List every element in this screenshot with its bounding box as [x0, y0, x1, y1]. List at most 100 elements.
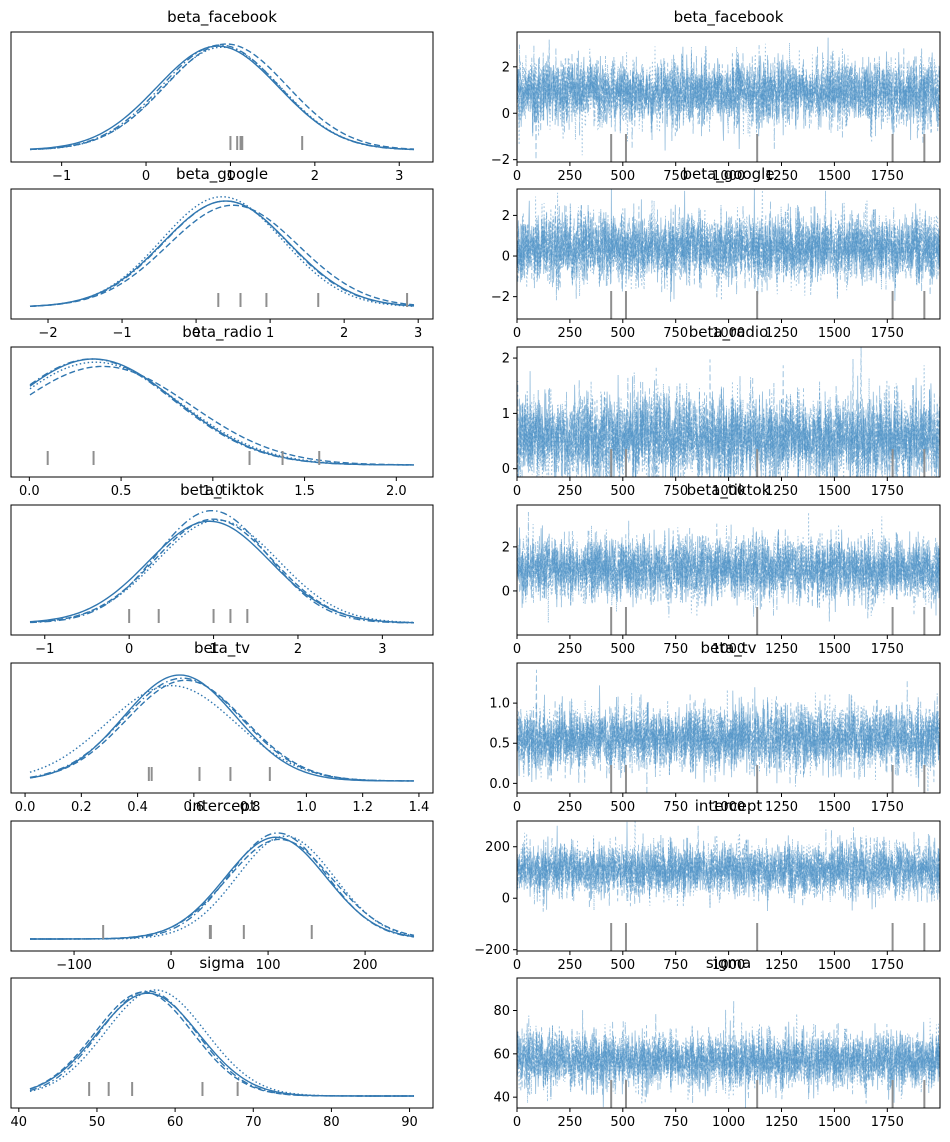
trace-beta-facebook-panel: 0 250 500 750 1000 1250 1500 1750−202beta_faceb… — [491, 8, 941, 184]
trace-beta-radio-ytick-label: 2 — [502, 352, 510, 367]
trace-beta-facebook-xtick-label: 500 — [610, 169, 635, 184]
density-sigma-xtick-label: 40 — [11, 1115, 28, 1130]
trace-beta-tv-ytick-label: 1.0 — [489, 697, 510, 712]
trace-beta-radio-xtick-label: 750 — [663, 484, 688, 499]
trace-beta-google-xtick-label: 1750 — [871, 326, 904, 341]
density-beta-tv-xtick-label: 1.4 — [409, 800, 430, 815]
density-sigma-frame — [10, 977, 434, 1109]
trace-beta-tv-ytick-label: 0.5 — [489, 737, 510, 752]
trace-beta-tiktok-xtick-label: 250 — [557, 642, 582, 657]
density-beta-tiktok-panel: −1 0 1 2 3 beta_tiktok — [10, 481, 434, 657]
trace-sigma-xtick-label: 750 — [663, 1115, 688, 1130]
density-beta-facebook-chain-2 — [29, 46, 415, 151]
density-beta-radio-xtick-label: 2.0 — [386, 484, 407, 499]
trace-sigma-ytick-label: 40 — [493, 1091, 510, 1106]
trace-beta-google-ytick-label: 2 — [502, 209, 510, 224]
trace-beta-radio-title: beta_radio — [689, 323, 769, 342]
trace-beta-radio-ytick-label: 0 — [502, 462, 510, 477]
trace-beta-tv-ytick-label: 0.0 — [489, 777, 510, 792]
trace-beta-tv-xtick-label: 0 — [513, 800, 521, 815]
density-beta-tiktok-title: beta_tiktok — [180, 481, 264, 500]
density-beta-google-chain-2 — [29, 196, 415, 307]
trace-beta-tiktok-xtick-label: 750 — [663, 642, 688, 657]
trace-intercept-xtick-label: 250 — [557, 958, 582, 973]
trace-beta-radio-xtick-label: 1500 — [818, 484, 851, 499]
density-sigma-chain-2 — [29, 989, 415, 1097]
density-sigma-panel: 40 50 60 70 80 90 sigma — [10, 954, 434, 1130]
trace-sigma-ytick-label: 80 — [493, 1004, 510, 1019]
density-beta-tv-panel: 0.0 0.2 0.4 0.6 0.8 1.0 1.2 1.4 beta_tv — [10, 639, 434, 815]
trace-beta-google-xtick-label: 1000 — [712, 326, 745, 341]
trace-beta-tiktok-xtick-label: 500 — [610, 642, 635, 657]
density-beta-tv-xtick-label: 0.6 — [184, 800, 205, 815]
trace-beta-radio-xtick-label: 500 — [610, 484, 635, 499]
trace-beta-tiktok-xtick-label: 1250 — [765, 642, 798, 657]
density-beta-radio-title: beta_radio — [182, 323, 262, 342]
trace-beta-tiktok-xtick-label: 1000 — [712, 642, 745, 657]
density-beta-tiktok-chain-2 — [29, 519, 415, 624]
trace-beta-google-ytick-label: 0 — [502, 250, 510, 265]
trace-beta-google-chain-3 — [517, 203, 940, 299]
density-sigma-xtick-label: 70 — [245, 1115, 262, 1130]
density-intercept-chain-3 — [29, 832, 415, 940]
trace-intercept-title: intercept — [695, 797, 763, 815]
trace-beta-tiktok-xtick-label: 1500 — [818, 642, 851, 657]
trace-beta-google-xtick-label: 0 — [513, 326, 521, 341]
trace-beta-google-xtick-label: 1500 — [818, 326, 851, 341]
trace-beta-facebook-title: beta_facebook — [674, 8, 784, 27]
density-beta-radio-chain-3 — [29, 358, 415, 466]
trace-beta-facebook-xtick-label: 1000 — [712, 169, 745, 184]
density-intercept-title: intercept — [188, 797, 256, 815]
density-beta-radio-xtick-label: 0.0 — [19, 484, 40, 499]
density-beta-google-xtick-label: 0 — [192, 326, 200, 341]
density-beta-tiktok-xtick-label: 1 — [209, 642, 217, 657]
trace-beta-tiktok-ytick-label: 0 — [502, 584, 510, 599]
density-beta-tv-frame — [10, 662, 434, 794]
density-sigma-chain-0 — [29, 992, 415, 1097]
density-beta-facebook-frame — [10, 31, 434, 163]
trace-beta-facebook-ytick-label: 2 — [502, 60, 510, 75]
trace-sigma-chain-3 — [517, 999, 940, 1103]
trace-beta-tv-panel: 0 250 500 750 1000 1250 1500 1750 0.0 0.5 1.0 beta_… — [489, 639, 941, 815]
trace-beta-radio-xtick-label: 1250 — [765, 484, 798, 499]
density-beta-facebook-title: beta_facebook — [167, 8, 277, 27]
density-sigma-chain-3 — [29, 990, 415, 1097]
trace-intercept-xtick-label: 1250 — [765, 958, 798, 973]
trace-intercept-xtick-label: 500 — [610, 958, 635, 973]
density-beta-google-xtick-label: −1 — [112, 326, 131, 341]
trace-intercept-xtick-label: 1750 — [871, 958, 904, 973]
density-beta-tv-chain-1 — [29, 679, 415, 782]
trace-intercept-xtick-label: 1500 — [818, 958, 851, 973]
density-intercept-panel: −100 0 100 200 intercept — [10, 797, 434, 973]
density-intercept-chain-2 — [29, 835, 415, 940]
trace-sigma-xtick-label: 0 — [513, 1115, 521, 1130]
density-beta-tiktok-xtick-label: 0 — [125, 642, 133, 657]
trace-beta-radio-xtick-label: 0 — [513, 484, 521, 499]
density-beta-google-xtick-label: 1 — [266, 326, 274, 341]
trace-beta-radio-xtick-label: 250 — [557, 484, 582, 499]
trace-beta-facebook-ytick-label: −2 — [491, 153, 510, 168]
trace-sigma-ytick-label: 60 — [493, 1047, 510, 1062]
density-beta-tv-title: beta_tv — [194, 639, 250, 658]
trace-intercept-chain-3 — [517, 829, 940, 910]
trace-beta-google-title: beta_google — [682, 165, 774, 184]
trace-beta-tv-xtick-label: 1750 — [871, 800, 904, 815]
density-beta-google-xtick-label: 2 — [340, 326, 348, 341]
density-beta-facebook-xtick-label: −1 — [52, 169, 71, 184]
density-beta-tv-chain-0 — [29, 674, 415, 782]
trace-beta-google-xtick-label: 500 — [610, 326, 635, 341]
density-intercept-xtick-label: −100 — [56, 958, 92, 973]
trace-sigma-panel: 0 250 500 750 1000 1250 1500 1750 40 60 80 sigma — [493, 954, 941, 1130]
trace-beta-tiktok-title: beta_tiktok — [687, 481, 771, 500]
trace-sigma-xtick-label: 1000 — [712, 1115, 745, 1130]
trace-beta-tiktok-chain-3 — [517, 511, 940, 619]
density-beta-google-panel: −2 −1 0 1 2 3 beta_google — [10, 165, 434, 341]
trace-beta-tv-chain-3 — [517, 681, 940, 793]
density-beta-tiktok-frame — [10, 504, 434, 636]
density-beta-radio-chain-0 — [29, 358, 415, 466]
density-intercept-frame — [10, 820, 434, 952]
density-beta-google-xtick-label: 3 — [414, 326, 422, 341]
density-beta-facebook-chain-1 — [29, 43, 415, 151]
trace-beta-tv-chain-2 — [517, 689, 940, 792]
